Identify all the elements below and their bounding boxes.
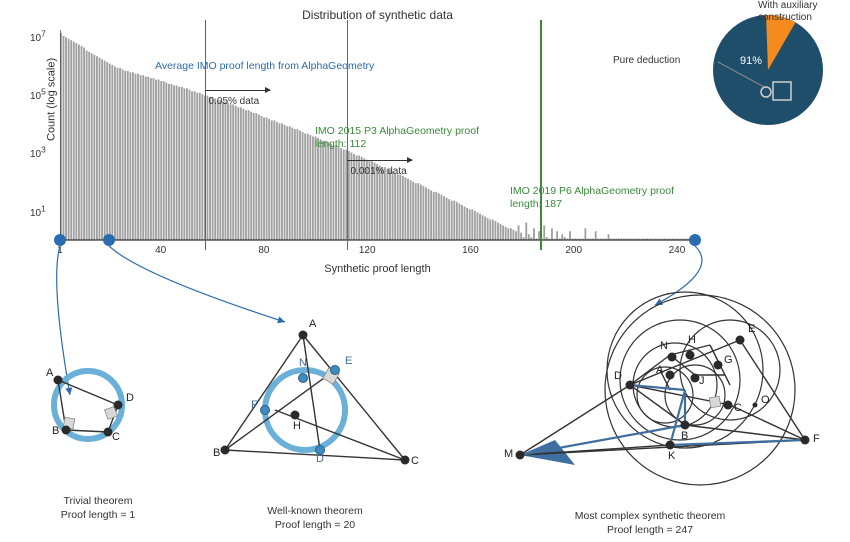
figure-svg: A B C D E F G H J K M N O — [470, 285, 830, 515]
svg-text:B: B — [213, 447, 220, 459]
y-tick: 103 — [30, 145, 46, 160]
y-axis-label: Count (log scale) — [46, 58, 58, 141]
y-tick: 101 — [30, 203, 46, 218]
svg-text:A: A — [46, 367, 54, 379]
x-tick: 160 — [462, 245, 479, 256]
figure-caption: Trivial theoremProof length = 1 — [18, 494, 178, 522]
x-tick: 80 — [258, 245, 269, 256]
svg-text:E: E — [345, 355, 352, 367]
axis-marker — [54, 234, 66, 246]
svg-text:F: F — [813, 433, 820, 445]
y-tick: 105 — [30, 87, 46, 102]
svg-text:J: J — [699, 375, 705, 387]
svg-text:E: E — [748, 323, 755, 335]
figure-panel: A B C D E F N H — [195, 310, 435, 510]
figure-panel: A B C D E F G H J K M N O — [470, 285, 830, 515]
arrow — [205, 90, 270, 91]
reference-line — [205, 20, 207, 250]
arrow-label: 0.05% data — [209, 96, 260, 107]
figure-caption: Well-known theoremProof length = 20 — [195, 504, 435, 532]
axis-marker — [689, 234, 701, 246]
svg-text:H: H — [293, 420, 301, 432]
svg-text:C: C — [411, 455, 419, 467]
svg-text:O: O — [761, 394, 770, 406]
figure-svg: A B C D — [18, 350, 178, 500]
svg-text:B: B — [52, 425, 59, 437]
figure-svg: A B C D E F N H — [195, 310, 435, 510]
reference-line-label: Average IMO proof length from AlphaGeome… — [155, 60, 374, 73]
x-axis-label: Synthetic proof length — [324, 263, 430, 275]
chart-title: Distribution of synthetic data — [302, 8, 453, 22]
x-tick: 200 — [565, 245, 582, 256]
svg-text:F: F — [251, 399, 258, 411]
svg-text:A: A — [656, 364, 664, 376]
arrow-label: 0.001% data — [351, 166, 407, 177]
svg-text:G: G — [724, 354, 733, 366]
x-tick: 40 — [155, 245, 166, 256]
figure-panel: A B C D — [18, 350, 178, 500]
svg-text:N: N — [299, 357, 307, 369]
reference-line-label: IMO 2015 P3 AlphaGeometry proof length: … — [315, 125, 479, 150]
arrow — [347, 160, 412, 161]
figure-caption: Most complex synthetic theoremProof leng… — [470, 509, 830, 537]
svg-text:D: D — [126, 392, 134, 404]
svg-text:N: N — [660, 340, 668, 352]
svg-text:H: H — [688, 334, 696, 346]
y-tick: 107 — [30, 28, 46, 43]
x-tick: 240 — [669, 245, 686, 256]
reference-line-label: IMO 2019 P6 AlphaGeometry proof length: … — [510, 185, 674, 210]
x-tick: 1 — [57, 245, 63, 256]
x-tick: 120 — [359, 245, 376, 256]
svg-text:C: C — [734, 402, 742, 414]
reference-line — [540, 20, 542, 250]
pie-percent-text: 91% — [740, 55, 762, 67]
svg-text:D: D — [316, 453, 324, 465]
pie-label-pure: Pure deduction — [613, 55, 680, 66]
svg-text:A: A — [309, 318, 317, 330]
axis-marker — [103, 234, 115, 246]
pie-chart — [0, 0, 1, 1]
pie-label-aux: With auxiliary construction — [758, 0, 817, 24]
svg-text:C: C — [112, 431, 120, 443]
svg-text:B: B — [681, 430, 688, 442]
svg-text:K: K — [668, 450, 676, 462]
svg-text:D: D — [614, 370, 622, 382]
svg-text:M: M — [504, 448, 513, 460]
